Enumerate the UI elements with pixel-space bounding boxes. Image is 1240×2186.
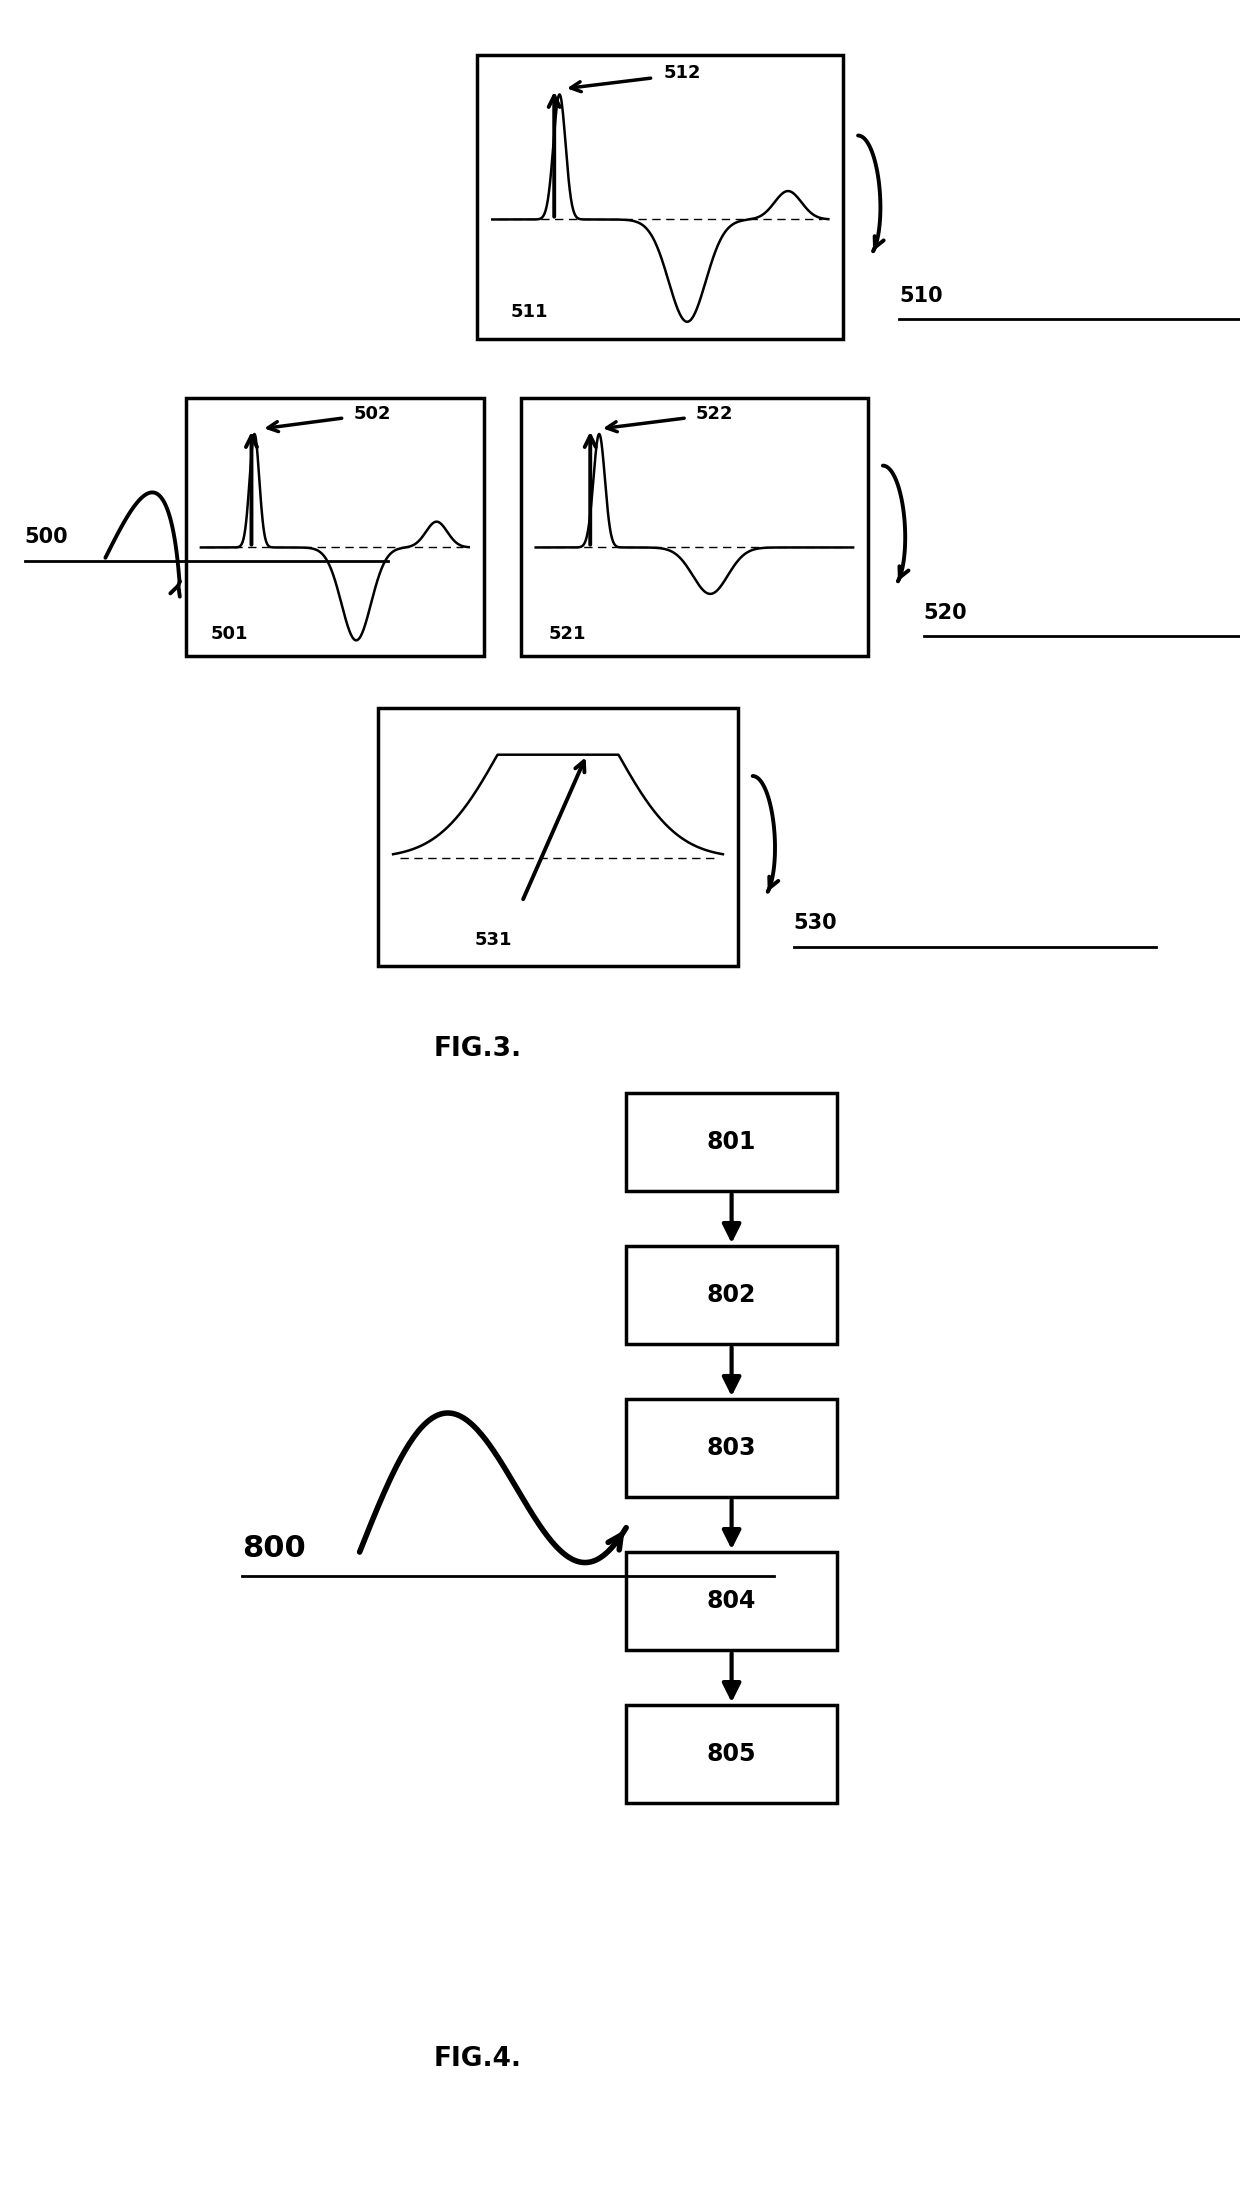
Text: 521: 521: [549, 625, 587, 643]
FancyBboxPatch shape: [186, 398, 484, 656]
Text: 530: 530: [794, 914, 837, 933]
Text: 512: 512: [663, 63, 701, 83]
FancyBboxPatch shape: [521, 398, 868, 656]
Text: 500: 500: [25, 527, 68, 546]
Text: 502: 502: [353, 404, 391, 422]
Text: 800: 800: [242, 1535, 305, 1563]
FancyBboxPatch shape: [626, 1399, 837, 1497]
Text: 804: 804: [707, 1589, 756, 1613]
Text: 510: 510: [899, 286, 942, 306]
Text: FIG.4.: FIG.4.: [434, 2046, 521, 2072]
Text: 802: 802: [707, 1283, 756, 1307]
Text: 520: 520: [924, 603, 967, 623]
Text: 805: 805: [707, 1742, 756, 1766]
FancyBboxPatch shape: [626, 1705, 837, 1803]
FancyBboxPatch shape: [477, 55, 843, 339]
Text: 501: 501: [211, 625, 248, 643]
FancyBboxPatch shape: [378, 708, 738, 966]
Text: 801: 801: [707, 1130, 756, 1154]
Text: FIG.3.: FIG.3.: [433, 1036, 522, 1062]
Text: 531: 531: [475, 931, 512, 949]
Text: 511: 511: [511, 304, 548, 321]
FancyBboxPatch shape: [626, 1093, 837, 1191]
FancyBboxPatch shape: [626, 1552, 837, 1650]
FancyBboxPatch shape: [626, 1246, 837, 1344]
Text: 522: 522: [696, 404, 733, 422]
Text: 803: 803: [707, 1436, 756, 1460]
